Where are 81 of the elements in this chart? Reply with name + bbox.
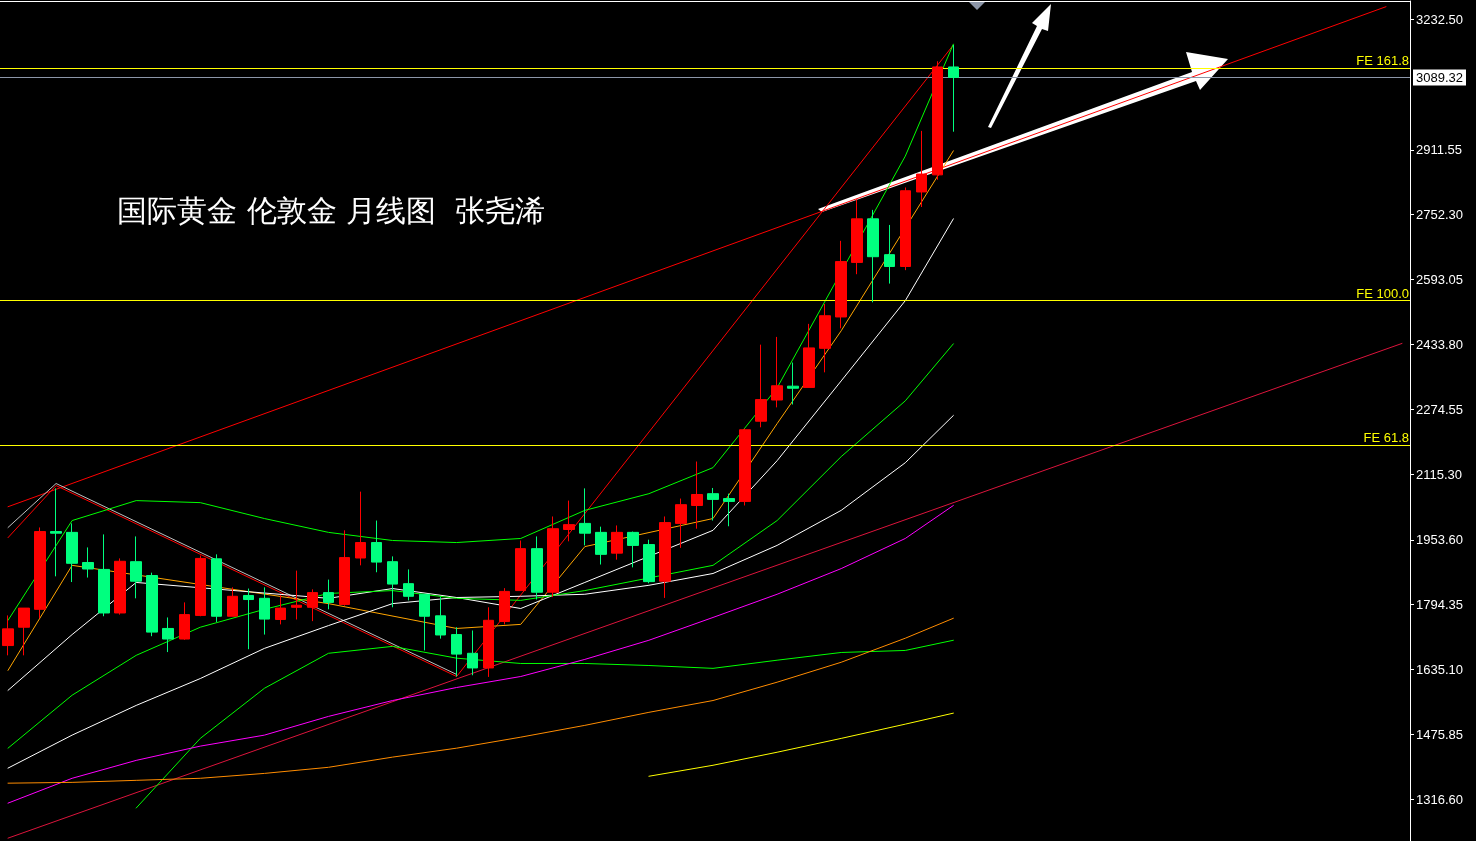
candlestick xyxy=(819,303,831,373)
candlestick xyxy=(499,587,510,625)
candlestick xyxy=(98,533,110,617)
ref-line-label: FE 61.8 xyxy=(1363,429,1409,445)
candlestick xyxy=(627,531,639,568)
y-tick-label: 2593.05 xyxy=(1416,271,1463,287)
candlestick xyxy=(707,487,719,522)
candlestick xyxy=(2,614,14,656)
y-tick-label: 1635.10 xyxy=(1416,662,1463,678)
candlestick xyxy=(884,224,895,285)
candlestick xyxy=(387,555,398,608)
ref-line-label: 3089.32 xyxy=(1416,69,1463,85)
candlestick xyxy=(948,44,959,133)
candlestick xyxy=(563,500,575,542)
candlestick xyxy=(146,572,158,637)
candlestick xyxy=(723,493,735,527)
candlestick xyxy=(451,626,462,677)
line-series xyxy=(7,504,954,804)
y-tick-label: 2115.30 xyxy=(1416,466,1463,482)
candlestick xyxy=(755,344,767,428)
candlestick xyxy=(467,629,478,676)
y-tick-label: 1316.60 xyxy=(1416,791,1463,807)
candlestick xyxy=(179,601,190,641)
candlestick xyxy=(82,546,94,579)
candlestick xyxy=(435,596,446,640)
candlestick xyxy=(50,487,62,577)
candlestick xyxy=(371,520,382,573)
candlestick xyxy=(659,515,671,599)
candlestick xyxy=(355,491,366,566)
candlestick xyxy=(932,60,943,181)
candlestick xyxy=(515,540,526,592)
candlestick xyxy=(643,539,655,584)
y-tick-label: 1953.60 xyxy=(1416,532,1463,548)
candlestick xyxy=(162,616,174,653)
candlestick xyxy=(787,362,799,406)
candlestick xyxy=(916,130,927,208)
candlestick xyxy=(851,198,863,275)
candlestick xyxy=(275,594,286,625)
candlestick xyxy=(307,588,318,622)
candlestick xyxy=(243,588,254,650)
ref-line-label: FE 100.0 xyxy=(1356,285,1409,301)
candlestick xyxy=(547,515,559,598)
candlestick xyxy=(531,535,543,601)
candlestick xyxy=(803,323,815,388)
y-tick-label: 2911.55 xyxy=(1416,142,1463,158)
y-tick-label: 2752.30 xyxy=(1416,207,1463,223)
candlestick xyxy=(691,461,703,530)
y-tick-label: 2274.55 xyxy=(1416,401,1463,417)
candlestick xyxy=(114,557,126,616)
candlestick xyxy=(34,526,46,619)
line-series xyxy=(7,617,954,784)
candlestick xyxy=(900,186,911,271)
line-series xyxy=(135,639,954,809)
candlestick xyxy=(323,579,334,610)
candlestick xyxy=(771,336,783,408)
y-tick-label: 3232.50 xyxy=(1416,11,1463,27)
candlestick xyxy=(595,526,607,566)
line-series xyxy=(648,712,954,777)
y-tick-label: 1794.35 xyxy=(1416,597,1463,613)
line-series xyxy=(7,343,954,749)
candlestick xyxy=(227,586,238,617)
candlestick xyxy=(195,555,206,617)
candlestick xyxy=(66,522,78,583)
candlestick xyxy=(675,498,687,549)
candlestick xyxy=(259,586,270,636)
candlestick xyxy=(339,529,350,607)
y-tick-label: 2433.80 xyxy=(1416,336,1463,352)
candlestick xyxy=(579,487,591,546)
candlestick xyxy=(739,428,751,506)
ref-line-label: FE 161.8 xyxy=(1356,53,1409,69)
candlestick xyxy=(18,607,30,656)
y-tick-label: 1475.85 xyxy=(1416,726,1463,742)
candlestick xyxy=(835,240,847,329)
candlestick xyxy=(611,524,623,561)
candlestick xyxy=(291,570,302,620)
candlestick xyxy=(867,209,879,303)
candlestick xyxy=(130,535,142,599)
candlestick xyxy=(211,553,222,623)
candlestick xyxy=(419,593,430,651)
text: 国际黄金 伦敦金 月线图 张尧浠 xyxy=(117,192,546,228)
candlestick xyxy=(403,568,414,601)
